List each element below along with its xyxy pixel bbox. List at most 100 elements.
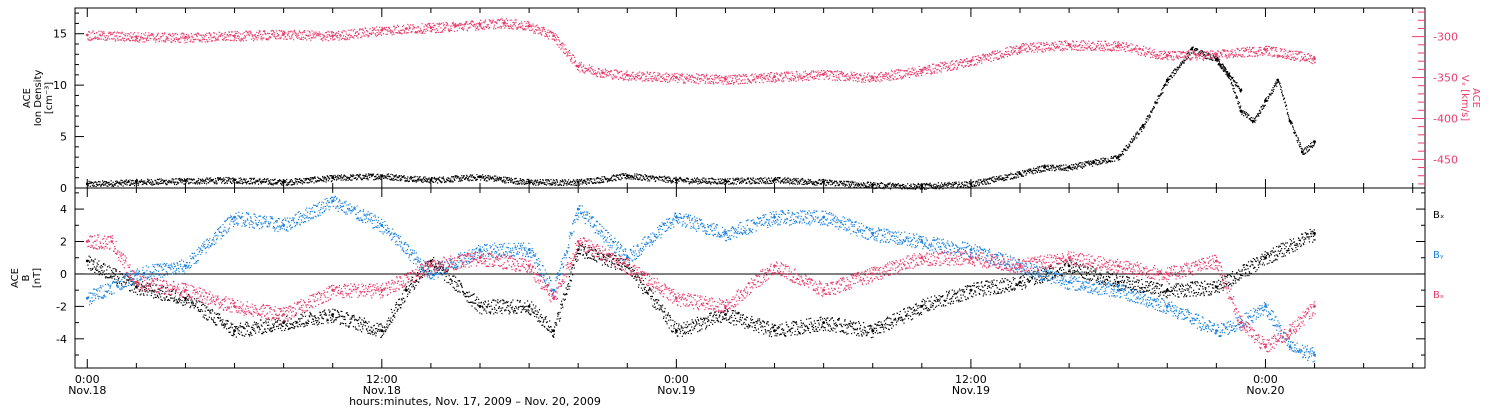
velocity-series-point [784,73,786,75]
velocity-series-point [602,69,604,71]
density-series-0-point [234,182,236,184]
density-series-0-point [570,180,572,182]
density-series-0-point [1193,51,1195,53]
density-series-0-point [181,179,183,181]
velocity-series-point [779,74,781,76]
velocity-series-point [412,24,414,26]
velocity-series-point [387,29,389,31]
density-series-0-point [392,179,394,181]
velocity-series-point [665,78,667,80]
velocity-series-point [490,19,492,21]
density-series-0-point [276,182,278,184]
velocity-series-point [439,23,441,26]
velocity-series-point [389,30,391,32]
density-series-0-point [686,180,688,182]
density-series-0-point [917,182,919,185]
velocity-series-point [354,32,356,34]
density-series-0-point [293,183,296,185]
velocity-series-point [624,73,626,75]
density-series-0-point [809,179,811,181]
density-series-0-point [1169,75,1171,77]
density-series-0-point [894,185,896,187]
velocity-series-point [199,39,201,41]
density-series-0-marker [1067,166,1071,169]
density-series-0-point [458,178,460,180]
density-series-0-point [1059,169,1061,171]
velocity-series-point [310,39,312,41]
density-series-0-point [486,180,488,182]
density-series-0-point [533,180,535,182]
velocity-series-point [552,31,554,34]
density-series-0-point [1088,163,1090,165]
velocity-series-point [274,36,276,38]
velocity-series-point [736,81,738,83]
density-series-0-point [340,174,343,176]
velocity-series-point [796,73,798,75]
density-series-0-point [220,179,222,181]
density-series-0-point [1090,163,1092,166]
velocity-series-point [392,25,395,28]
density-series-0-marker [773,178,776,182]
velocity-series-point [265,33,267,35]
velocity-series-point [462,29,464,31]
density-series-0-point [590,178,592,180]
velocity-series-point [610,71,612,73]
density-series-0-point [829,179,831,181]
density-series-0-point [485,180,487,182]
density-series-0-point [160,180,162,182]
velocity-series-point [807,74,809,76]
density-series-0-point [203,179,205,181]
density-series-0-point [775,181,777,183]
density-series-0-point [719,183,721,185]
density-series-0-point [95,181,97,183]
density-series-0-point [962,186,964,188]
velocity-series-point [266,39,268,41]
density-series-0-point [732,177,734,179]
density-series-0-point [375,175,377,177]
density-series-0-marker [1141,124,1145,128]
density-series-0-point [675,176,677,178]
velocity-series-point [754,73,756,75]
density-series-1-point [1252,122,1254,124]
density-series-0-point [580,180,582,182]
velocity-series-point [792,73,794,75]
density-series-0-point [285,184,287,186]
density-series-0-point [1232,76,1234,78]
velocity-series-point [809,74,811,76]
right-y-axis-label-line: ACE [1470,88,1481,108]
velocity-series-point [386,33,388,35]
velocity-series-point [609,74,611,76]
density-series-1-point [1296,135,1298,137]
density-series-0-point [880,182,882,185]
density-series-0-point [311,180,313,182]
density-series-0-point [1086,161,1088,163]
velocity-series-point [655,78,657,80]
velocity-series-point [643,79,645,81]
density-series-0-point [733,182,735,184]
density-series-0-point [360,177,362,179]
density-series-0-point [514,181,516,183]
density-series-0-point [127,181,129,183]
velocity-series-point [717,76,719,78]
density-series-0-point [1053,165,1055,167]
velocity-series-point [435,31,437,34]
velocity-series-point [262,34,264,36]
density-series-0-marker [282,180,285,184]
velocity-series-point [336,32,338,34]
density-series-0-point [1025,174,1027,176]
density-series-0-point [681,180,683,182]
density-series-0-point [950,185,952,188]
density-series-1-point [1297,137,1299,139]
density-series-0-point [260,183,262,185]
velocity-series-point [535,28,537,31]
velocity-series-point [754,82,757,84]
density-series-0-point [127,181,129,183]
velocity-series-point [700,77,702,80]
density-series-0-point [245,178,247,180]
density-series-0-marker [576,180,580,184]
density-series-0-point [699,179,701,181]
velocity-series-point [363,35,365,37]
density-series-0-point [1202,50,1204,52]
density-series-0-point [696,180,698,183]
density-series-0-point [295,180,297,182]
